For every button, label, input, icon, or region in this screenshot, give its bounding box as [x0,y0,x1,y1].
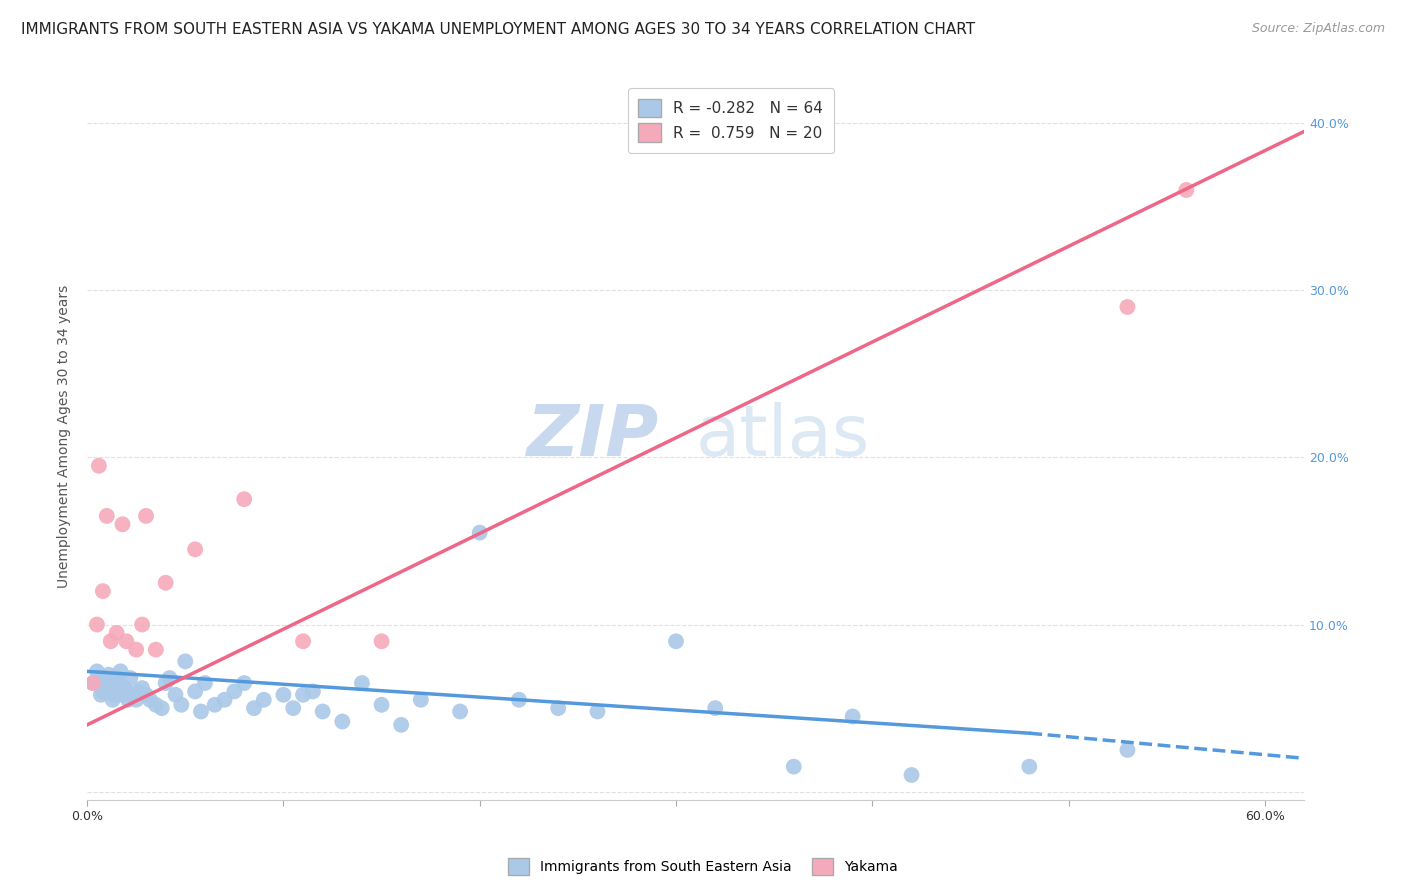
Point [1116,743,1139,757]
Point [900,768,922,782]
Point [155,575,177,590]
Point [170,698,193,712]
Point [224,684,246,698]
Point [190,705,212,719]
Point [90,688,112,702]
Point [233,492,256,507]
Point [783,759,806,773]
Point [115,684,138,698]
Point [91,584,114,599]
Point [174,654,197,668]
Text: ZIP: ZIP [527,402,659,471]
Point [1116,300,1139,314]
Point [159,671,181,685]
Point [508,693,530,707]
Point [184,684,207,698]
Text: Source: ZipAtlas.com: Source: ZipAtlas.com [1251,22,1385,36]
Text: atlas: atlas [696,402,870,471]
Point [547,701,569,715]
Point [370,634,392,648]
Point [105,671,128,685]
Point [101,693,124,707]
Point [704,701,727,715]
Point [145,642,167,657]
Point [86,665,108,679]
Point [586,705,609,719]
Point [243,701,266,715]
Point [87,458,110,473]
Point [135,688,157,702]
Point [139,693,162,707]
Point [100,634,122,648]
Point [131,681,153,695]
Point [110,665,132,679]
Point [1175,183,1198,197]
Point [302,684,325,698]
Point [117,693,139,707]
Point [145,698,167,712]
Point [150,701,173,715]
Point [204,698,226,712]
Point [82,676,104,690]
Point [96,508,118,523]
Point [1018,759,1040,773]
Point [115,634,138,648]
Point [105,684,128,698]
Legend: R = -0.282   N = 64, R =  0.759   N = 20: R = -0.282 N = 64, R = 0.759 N = 20 [627,88,834,153]
Point [82,676,104,690]
Point [87,671,110,685]
Point [330,714,353,729]
Point [125,642,148,657]
Point [389,718,412,732]
Point [120,671,142,685]
Point [111,688,134,702]
Point [105,626,128,640]
Point [468,525,491,540]
Point [100,681,122,695]
Point [233,676,256,690]
Point [94,676,117,690]
Point [409,693,432,707]
Point [165,688,187,702]
Legend: Immigrants from South Eastern Asia, Yakama: Immigrants from South Eastern Asia, Yaka… [502,853,904,880]
Point [107,676,129,690]
Point [312,705,335,719]
Point [283,701,305,715]
Text: IMMIGRANTS FROM SOUTH EASTERN ASIA VS YAKAMA UNEMPLOYMENT AMONG AGES 30 TO 34 YE: IMMIGRANTS FROM SOUTH EASTERN ASIA VS YA… [21,22,976,37]
Point [665,634,688,648]
Point [841,709,863,723]
Point [292,688,315,702]
Point [104,688,127,702]
Point [91,684,114,698]
Point [131,617,153,632]
Point [273,688,295,702]
Point [370,698,392,712]
Point [121,688,143,702]
Point [86,617,108,632]
Point [125,693,148,707]
Point [194,676,217,690]
Point [449,705,471,719]
Point [114,681,136,695]
Point [350,676,373,690]
Point [97,667,120,681]
Point [127,684,149,698]
Point [214,693,236,707]
Point [135,508,157,523]
Point [111,517,134,532]
Point [155,676,177,690]
Y-axis label: Unemployment Among Ages 30 to 34 years: Unemployment Among Ages 30 to 34 years [58,285,72,588]
Point [292,634,315,648]
Point [96,671,118,685]
Point [184,542,207,557]
Point [253,693,276,707]
